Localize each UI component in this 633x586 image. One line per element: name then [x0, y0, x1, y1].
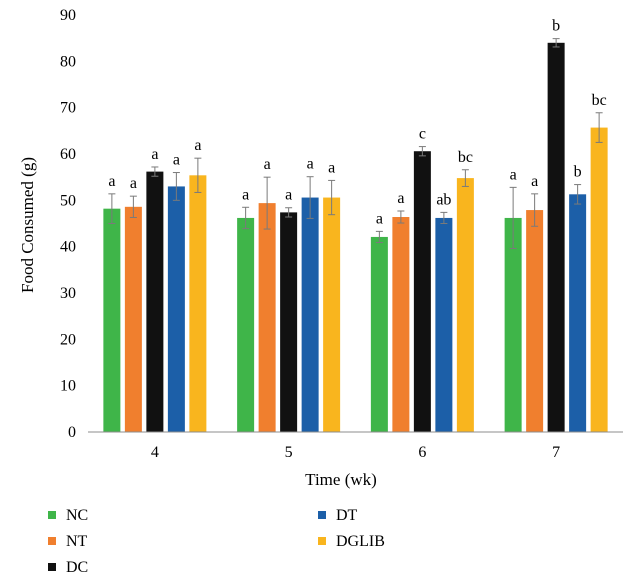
- legend-swatch: [48, 511, 56, 519]
- significance-label: ab: [436, 191, 451, 208]
- significance-label: a: [173, 152, 180, 169]
- legend-swatch: [48, 563, 56, 571]
- bar: [280, 212, 298, 432]
- significance-label: a: [264, 156, 271, 173]
- bar: [547, 42, 565, 433]
- y-tick-label: 70: [60, 100, 76, 117]
- y-tick-label: 30: [60, 285, 76, 302]
- bar: [167, 186, 185, 432]
- y-tick-label: 10: [60, 378, 76, 395]
- y-tick-label: 90: [60, 7, 76, 24]
- significance-label: a: [328, 159, 335, 176]
- bar: [124, 206, 142, 432]
- significance-label: a: [285, 187, 292, 204]
- bar: [146, 171, 164, 432]
- y-axis-title: Food Consumed (g): [18, 157, 37, 293]
- bar: [392, 217, 410, 432]
- legend-label: DC: [66, 559, 88, 576]
- bar: [323, 197, 341, 432]
- significance-label: a: [151, 146, 158, 163]
- significance-label: a: [376, 210, 383, 227]
- significance-label: c: [419, 126, 426, 143]
- legend-swatch: [318, 511, 326, 519]
- bar: [237, 217, 255, 432]
- x-tick-label: 6: [418, 444, 426, 461]
- bar: [526, 210, 544, 432]
- y-tick-label: 20: [60, 331, 76, 348]
- bar: [456, 178, 474, 432]
- y-tick-label: 40: [60, 239, 76, 256]
- x-tick-label: 7: [552, 444, 560, 461]
- bar: [370, 236, 388, 432]
- bar: [258, 203, 276, 432]
- legend: NC NT DC DT DGLIB: [48, 507, 385, 576]
- significance-label: a: [242, 186, 249, 203]
- legend-label: NC: [66, 507, 88, 524]
- significance-label: bc: [458, 149, 473, 166]
- significance-label: a: [397, 190, 404, 207]
- legend-swatch: [318, 537, 326, 545]
- y-tick-label: 50: [60, 192, 76, 209]
- y-tick-label: 0: [68, 424, 76, 441]
- significance-label: b: [574, 164, 582, 181]
- x-tick-label: 4: [151, 444, 159, 461]
- x-axis-title: Time (wk): [305, 470, 377, 489]
- significance-label: a: [194, 137, 201, 154]
- bar: [103, 208, 121, 432]
- bar: [301, 197, 319, 432]
- significance-label: bc: [592, 92, 607, 109]
- significance-label: a: [307, 156, 314, 173]
- significance-label: a: [531, 173, 538, 190]
- legend-label: DGLIB: [336, 533, 385, 550]
- bar: [413, 151, 431, 432]
- y-tick-label: 60: [60, 146, 76, 163]
- legend-label: DT: [336, 507, 358, 524]
- bar: [435, 217, 453, 432]
- bar: [590, 127, 608, 432]
- significance-label: b: [552, 18, 560, 35]
- legend-label: NT: [66, 533, 88, 550]
- significance-label: a: [130, 175, 137, 192]
- axes: 0 10 20 30 40 50 60 70 80 90 4 5 6 7: [60, 7, 623, 461]
- significance-label: a: [510, 166, 517, 183]
- significance-label: a: [108, 173, 115, 190]
- bar: [189, 175, 207, 432]
- bar: [569, 194, 587, 432]
- bar: [504, 217, 522, 432]
- y-tick-label: 80: [60, 53, 76, 70]
- legend-swatch: [48, 537, 56, 545]
- x-tick-label: 5: [285, 444, 293, 461]
